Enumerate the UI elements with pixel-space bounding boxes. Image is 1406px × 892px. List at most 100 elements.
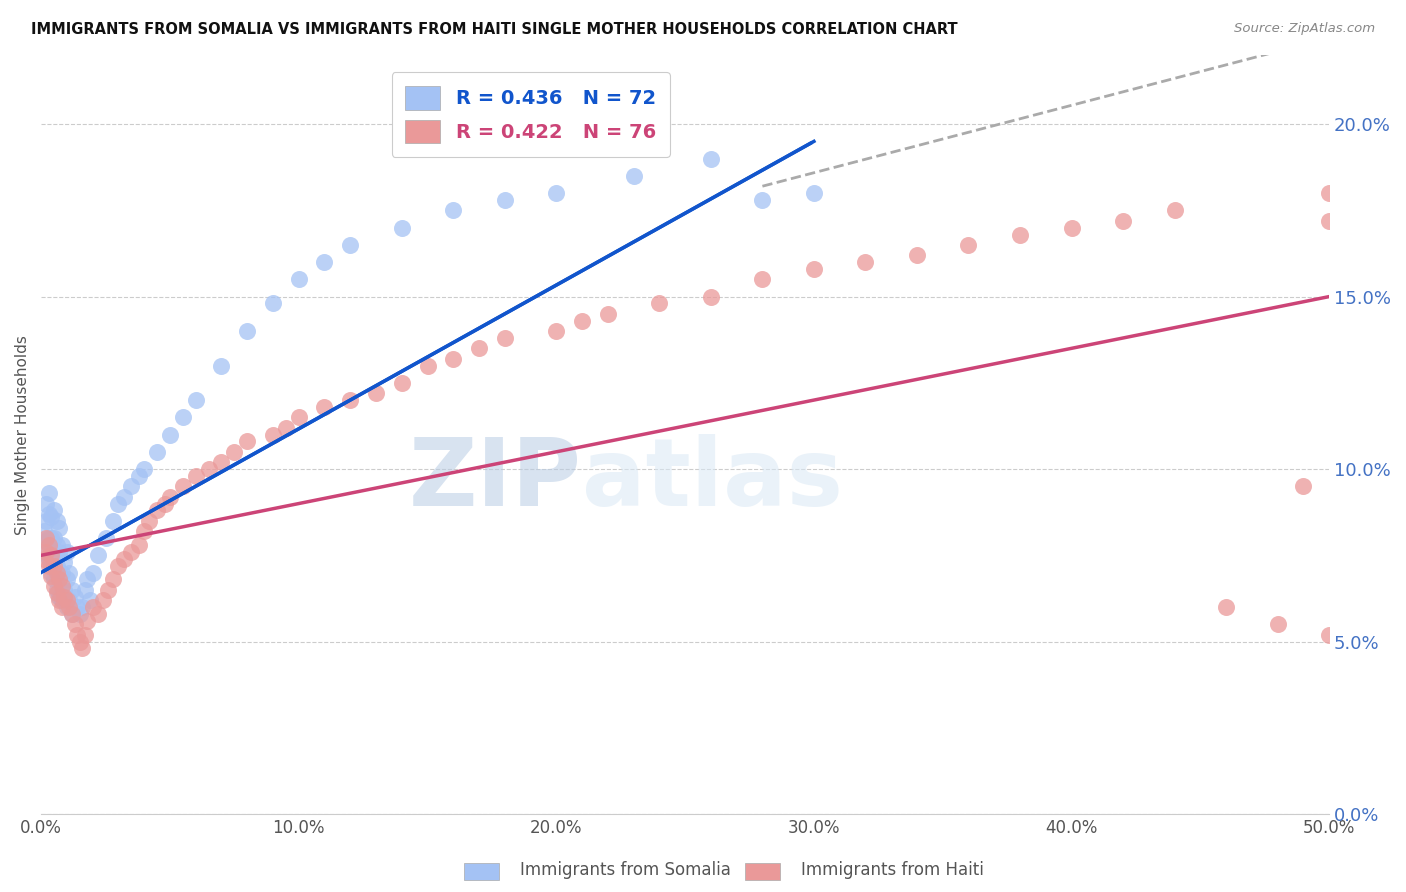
Y-axis label: Single Mother Households: Single Mother Households bbox=[15, 334, 30, 534]
Point bbox=[184, 393, 207, 408]
Point bbox=[51, 579, 73, 593]
Point bbox=[153, 497, 176, 511]
Point bbox=[48, 521, 70, 535]
Point bbox=[41, 531, 63, 545]
Point bbox=[468, 342, 491, 356]
Point bbox=[60, 582, 83, 597]
Point bbox=[41, 558, 63, 573]
Point bbox=[38, 486, 60, 500]
Point bbox=[60, 607, 83, 621]
Point bbox=[69, 634, 91, 648]
Point bbox=[42, 579, 65, 593]
Point bbox=[66, 627, 89, 641]
Text: Immigrants from Somalia: Immigrants from Somalia bbox=[520, 861, 731, 879]
Point bbox=[120, 479, 142, 493]
Point bbox=[91, 593, 114, 607]
Point bbox=[103, 573, 125, 587]
Point bbox=[546, 324, 568, 338]
Point bbox=[159, 490, 181, 504]
Point bbox=[546, 186, 568, 200]
Point bbox=[56, 545, 79, 559]
Point bbox=[134, 524, 156, 538]
Point bbox=[41, 549, 63, 563]
Point bbox=[172, 479, 194, 493]
Point bbox=[41, 510, 63, 524]
Point bbox=[35, 514, 58, 528]
Text: IMMIGRANTS FROM SOMALIA VS IMMIGRANTS FROM HAITI SINGLE MOTHER HOUSEHOLDS CORREL: IMMIGRANTS FROM SOMALIA VS IMMIGRANTS FR… bbox=[31, 22, 957, 37]
Point bbox=[56, 600, 79, 615]
Point bbox=[107, 497, 129, 511]
Point bbox=[700, 152, 723, 166]
Point bbox=[45, 586, 67, 600]
Point bbox=[38, 531, 60, 545]
Point bbox=[56, 573, 79, 587]
Point bbox=[38, 507, 60, 521]
Point bbox=[236, 324, 259, 338]
Point bbox=[128, 538, 150, 552]
Point bbox=[623, 169, 645, 183]
Point bbox=[53, 555, 76, 569]
Point bbox=[957, 238, 980, 252]
Point bbox=[87, 607, 110, 621]
Point bbox=[56, 593, 79, 607]
Point bbox=[73, 582, 96, 597]
Point bbox=[51, 593, 73, 607]
Point bbox=[1163, 203, 1185, 218]
Point bbox=[855, 255, 877, 269]
Point bbox=[41, 549, 63, 563]
Point bbox=[63, 590, 86, 604]
Point bbox=[32, 524, 55, 538]
Point bbox=[146, 503, 169, 517]
Point bbox=[41, 569, 63, 583]
Point bbox=[73, 627, 96, 641]
Point bbox=[82, 600, 104, 615]
Text: atlas: atlas bbox=[582, 434, 844, 526]
Text: Source: ZipAtlas.com: Source: ZipAtlas.com bbox=[1234, 22, 1375, 36]
Point bbox=[441, 351, 464, 366]
Point bbox=[42, 558, 65, 573]
Legend: R = 0.436   N = 72, R = 0.422   N = 76: R = 0.436 N = 72, R = 0.422 N = 76 bbox=[391, 72, 669, 157]
Point bbox=[107, 558, 129, 573]
Point bbox=[72, 641, 94, 656]
Point bbox=[339, 393, 361, 408]
Point bbox=[1317, 213, 1340, 227]
Point bbox=[146, 445, 169, 459]
Point bbox=[32, 545, 55, 559]
Point bbox=[262, 296, 284, 310]
Point bbox=[391, 220, 413, 235]
Point bbox=[1112, 213, 1135, 227]
Point bbox=[51, 538, 73, 552]
Point bbox=[1215, 600, 1237, 615]
Point bbox=[76, 573, 98, 587]
Point bbox=[87, 549, 110, 563]
Point bbox=[58, 566, 80, 580]
Point bbox=[94, 531, 117, 545]
Point bbox=[38, 558, 60, 573]
Point bbox=[112, 490, 135, 504]
Point bbox=[53, 582, 76, 597]
Point bbox=[45, 582, 67, 597]
Point bbox=[596, 307, 619, 321]
Point bbox=[42, 503, 65, 517]
Point bbox=[262, 427, 284, 442]
Point bbox=[314, 400, 336, 414]
Point bbox=[287, 272, 309, 286]
Point bbox=[63, 617, 86, 632]
Point bbox=[700, 290, 723, 304]
Point bbox=[103, 514, 125, 528]
Point bbox=[274, 420, 297, 434]
Point bbox=[364, 386, 387, 401]
Point bbox=[60, 607, 83, 621]
Point bbox=[48, 590, 70, 604]
Point bbox=[53, 590, 76, 604]
Point bbox=[1317, 186, 1340, 200]
Point bbox=[48, 566, 70, 580]
Point bbox=[416, 359, 439, 373]
Point bbox=[905, 248, 928, 262]
Point bbox=[42, 531, 65, 545]
Point bbox=[69, 607, 91, 621]
Point bbox=[803, 262, 825, 277]
Point bbox=[236, 434, 259, 449]
Point bbox=[138, 514, 160, 528]
Point bbox=[184, 469, 207, 483]
